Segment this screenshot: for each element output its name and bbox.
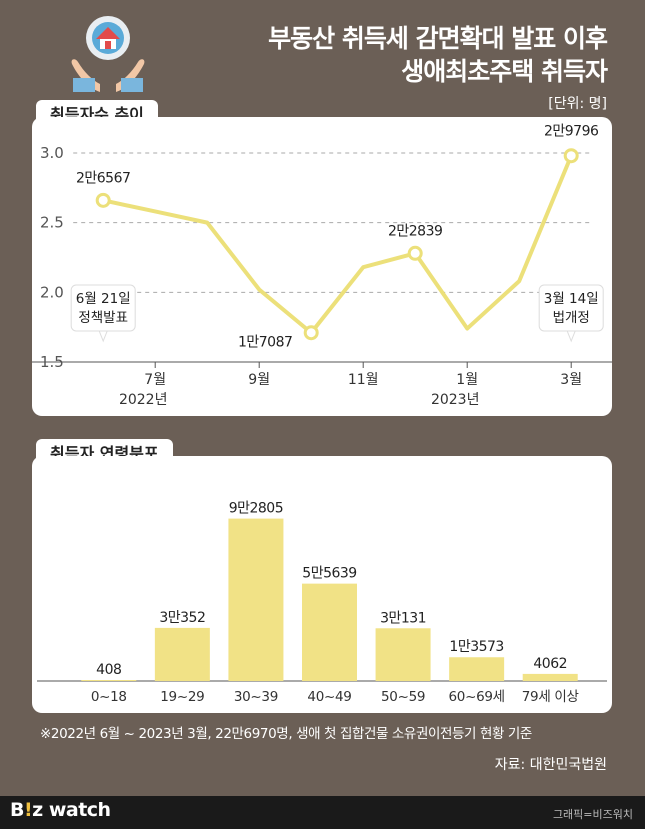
annotation-line-2: 법개정	[553, 310, 590, 326]
x-tick-year-label: 2023년	[431, 392, 480, 408]
bar	[228, 518, 284, 681]
annotation-line-1: 3월 14일	[544, 291, 599, 307]
category-label: 19~29	[160, 689, 204, 705]
bar-value-label: 3만352	[159, 610, 205, 626]
data-point	[303, 325, 319, 341]
data-point	[95, 192, 111, 208]
brand-logo: B!z watch	[10, 799, 111, 821]
x-tick-label: 9월	[248, 372, 270, 388]
data-label: 2만2839	[388, 223, 442, 239]
data-label: 1만7087	[238, 335, 292, 351]
bar-chart: 408 0~18 3만352 19~29 9만2805 30~39 5만5639 40~49 3…	[37, 501, 607, 705]
bar	[154, 627, 210, 681]
title-line-2: 생애최초주택 취득자	[401, 57, 608, 86]
line-chart-panel: 1.5 2.0 2.5 3.0 7월 2022년 9월 11월 1월 2023년 3월 2만6567 1…	[32, 117, 612, 416]
annotation-line-2: 정책발표	[78, 310, 128, 326]
data-point	[563, 148, 579, 164]
data-label: 2만9796	[544, 124, 599, 140]
annotation-pointer	[98, 330, 108, 343]
x-tick-label: 1월	[456, 372, 478, 388]
category-label: 50~59	[381, 689, 425, 705]
brand-main: B	[10, 799, 24, 821]
category-label: 79세 이상	[522, 689, 579, 705]
y-tick-label: 3.0	[40, 144, 64, 162]
bar-value-label: 3만131	[380, 610, 426, 626]
category-label: 60~69세	[448, 689, 504, 705]
x-tick-label: 11월	[348, 372, 379, 388]
brand-rest: z watch	[32, 799, 111, 821]
bar	[449, 657, 505, 681]
bar-value-label: 1만3573	[449, 639, 503, 655]
category-label: 0~18	[91, 689, 127, 705]
y-tick-label: 2.0	[40, 283, 64, 301]
bar-value-label: 5만5639	[302, 566, 356, 582]
data-label: 2만6567	[76, 170, 130, 186]
bar	[302, 583, 357, 681]
graphic-credit: 그래픽=비즈워치	[552, 808, 633, 821]
data-point	[407, 245, 423, 261]
category-label: 40~49	[307, 689, 351, 705]
x-tick-label: 3월	[560, 372, 582, 388]
footer-bar: B!z watch 그래픽=비즈워치	[0, 796, 645, 829]
source: 자료: 대한민국법원	[494, 757, 607, 773]
bar-chart-panel: 408 0~18 3만352 19~29 9만2805 30~39 5만5639 40~49 3…	[32, 456, 612, 713]
y-tick-label: 2.5	[40, 214, 64, 232]
title-line-1: 부동산 취득세 감면확대 발표 이후	[268, 24, 608, 53]
house-in-hands-icon	[71, 16, 145, 92]
bar-value-label: 4062	[533, 656, 567, 672]
bar	[522, 673, 578, 681]
annotation-line-1: 6월 21일	[76, 291, 131, 307]
page-title: 부동산 취득세 감면확대 발표 이후 생애최초주택 취득자	[268, 22, 608, 88]
bar	[375, 628, 431, 681]
annotation-pointer	[566, 330, 576, 343]
unit-label: [단위: 명]	[548, 96, 607, 112]
bar-value-label: 9만2805	[229, 501, 283, 517]
footnote: ※2022년 6월 ~ 2023년 3월, 22만6970명, 생애 첫 집합건…	[40, 726, 532, 742]
bar	[81, 680, 137, 681]
x-tick-label: 7월	[144, 372, 166, 388]
bar-value-label: 408	[96, 662, 121, 678]
category-label: 30~39	[234, 689, 278, 705]
brand-dot: !	[23, 799, 33, 821]
series-line	[102, 154, 574, 335]
x-tick-year-label: 2022년	[119, 392, 168, 408]
